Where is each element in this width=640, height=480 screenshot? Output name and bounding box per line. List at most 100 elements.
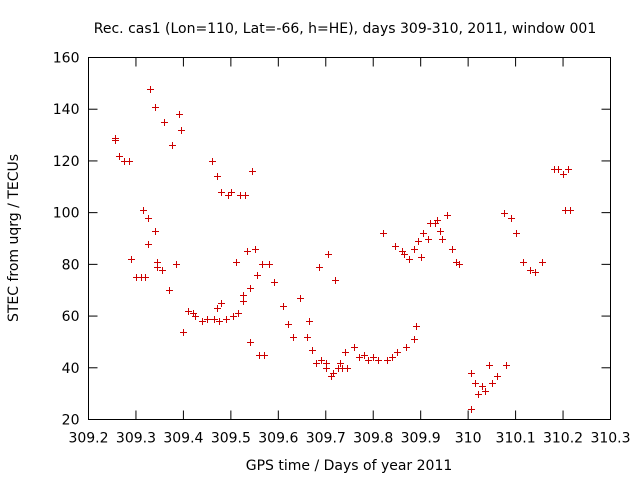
data-point [449, 246, 456, 253]
data-point [415, 238, 422, 245]
x-tick-label: 309.6 [258, 431, 298, 447]
data-point [142, 274, 149, 281]
data-point [199, 318, 206, 325]
data-points [112, 86, 574, 413]
data-point [290, 334, 297, 341]
y-tick-label: 160 [53, 51, 80, 67]
data-point [218, 300, 225, 307]
data-point [482, 388, 489, 395]
data-point [434, 217, 441, 224]
data-point [218, 189, 225, 196]
data-point [370, 354, 377, 361]
data-point [145, 215, 152, 222]
data-point [323, 365, 330, 372]
data-point [468, 406, 475, 413]
data-point [567, 207, 574, 214]
data-point [356, 354, 363, 361]
data-point [244, 248, 251, 255]
data-point [532, 269, 539, 276]
data-point [233, 259, 240, 266]
data-point [214, 173, 221, 180]
data-point [425, 236, 432, 243]
y-tick-label: 80 [62, 257, 80, 273]
x-tick-label: 309.9 [401, 431, 441, 447]
x-axis-label: GPS time / Days of year 2011 [246, 458, 453, 474]
data-point [223, 316, 230, 323]
data-point [384, 357, 391, 364]
data-point [411, 246, 418, 253]
data-point [565, 166, 572, 173]
data-point [380, 230, 387, 237]
data-point [240, 292, 247, 299]
y-axis: 20 40 60 80 100 120 140 160 [53, 51, 611, 429]
x-tick-label: 309.7 [306, 431, 346, 447]
data-point [439, 236, 446, 243]
x-tick-label: 309.8 [353, 431, 393, 447]
data-point [271, 279, 278, 286]
data-point [332, 277, 339, 284]
data-point [486, 362, 493, 369]
data-point [112, 137, 119, 144]
y-tick-label: 40 [62, 361, 80, 377]
data-point [176, 111, 183, 118]
data-point [235, 310, 242, 317]
data-point [316, 264, 323, 271]
chart-title: Rec. cas1 (Lon=110, Lat=-66, h=HE), days… [94, 21, 596, 37]
x-tick-label: 309.5 [211, 431, 251, 447]
data-point [240, 298, 247, 305]
data-point [413, 323, 420, 330]
data-point [394, 349, 401, 356]
data-point [169, 142, 176, 149]
x-axis: 309.2 309.3 309.4 309.5 309.6 309.7 309.8 309.9… [68, 57, 631, 447]
data-point [285, 321, 292, 328]
data-point [247, 285, 254, 292]
data-point [344, 365, 351, 372]
data-point [259, 261, 266, 268]
data-point [365, 357, 372, 364]
data-point [304, 334, 311, 341]
data-point [501, 210, 508, 217]
x-tick-label: 310.1 [496, 431, 536, 447]
data-point [145, 241, 152, 248]
data-point [173, 261, 180, 268]
data-point [389, 354, 396, 361]
y-tick-label: 140 [53, 102, 80, 118]
data-point [318, 357, 325, 364]
data-point [508, 215, 515, 222]
data-point [392, 243, 399, 250]
data-point [361, 352, 368, 359]
data-point [406, 256, 413, 263]
data-point [375, 357, 382, 364]
data-point [280, 303, 287, 310]
data-point [503, 362, 510, 369]
data-point [420, 230, 427, 237]
data-point [225, 192, 232, 199]
data-point [444, 212, 451, 219]
data-point [154, 264, 161, 271]
data-point [214, 305, 221, 312]
y-tick-label: 120 [53, 154, 80, 170]
data-point [116, 153, 123, 160]
data-point [479, 383, 486, 390]
data-point [266, 261, 273, 268]
x-tick-label: 310.2 [543, 431, 583, 447]
data-point [489, 380, 496, 387]
x-tick-label: 309.4 [163, 431, 203, 447]
data-point [297, 295, 304, 302]
data-point [152, 228, 159, 235]
data-point [472, 380, 479, 387]
data-point [152, 104, 159, 111]
data-point [159, 267, 166, 274]
data-point [494, 373, 501, 380]
data-point [230, 313, 237, 320]
data-point [560, 171, 567, 178]
data-point [166, 287, 173, 294]
data-point [147, 86, 154, 93]
data-point [209, 158, 216, 165]
x-tick-label: 310.3 [590, 431, 630, 447]
data-point [539, 259, 546, 266]
x-tick-label: 310 [455, 431, 482, 447]
data-point [261, 352, 268, 359]
data-point [337, 360, 344, 367]
data-point [325, 251, 332, 258]
